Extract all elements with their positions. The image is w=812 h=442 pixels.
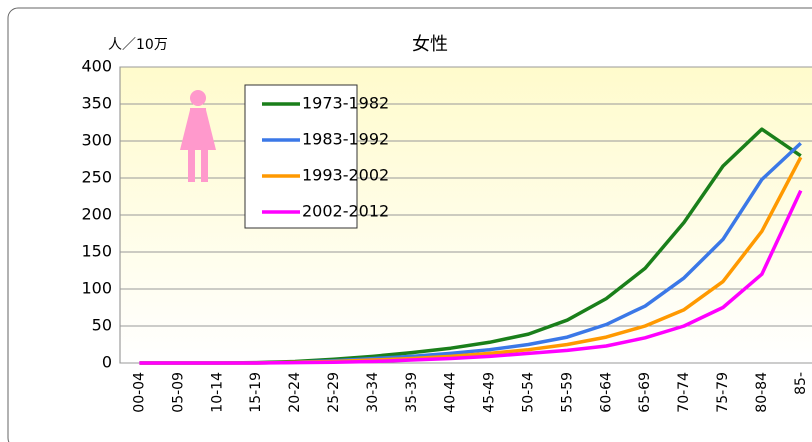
x-tick-label: 55-59 [559,372,575,413]
x-tick-label: 80-84 [754,372,770,413]
woman-icon [180,90,216,182]
x-tick-label: 50-54 [520,372,536,413]
x-tick-label: 60-64 [598,372,614,413]
x-tick-label: 40-44 [443,372,459,413]
x-tick-label: 70-74 [676,372,692,413]
x-tick-label: 20-24 [287,372,303,413]
y-axis-label: 人／10万 [108,37,168,53]
y-tick-label: 0 [102,353,112,372]
y-tick-label: 350 [81,94,112,113]
x-tick-label: 65-69 [637,372,653,413]
x-tick-label: 35-39 [404,372,420,413]
y-tick-label: 250 [81,168,112,187]
x-tick-label: 00-04 [131,372,147,413]
legend-label: 1973-1982 [302,94,389,113]
x-tick-label: 30-34 [365,372,381,413]
y-tick-label: 300 [81,131,112,150]
y-tick-label: 50 [92,316,112,335]
legend-label: 1983-1992 [302,130,389,149]
legend-label: 1993-2002 [302,166,389,185]
x-tick-label: 10-14 [209,372,225,413]
series-line [139,189,803,365]
chart-title: 女性 [412,34,448,55]
x-tick-label: 25-29 [326,372,342,413]
y-tick-label: 400 [81,57,112,76]
x-tick-label: 05-09 [170,372,186,413]
legend [244,84,358,229]
y-tick-label: 200 [81,205,112,224]
x-tick-label: 45-49 [482,372,498,413]
y-tick-label: 100 [81,279,112,298]
x-tick-label: 15-19 [248,372,264,413]
x-tick-label: 85- [793,372,809,395]
y-tick-label: 150 [81,242,112,261]
legend-label: 2002-2012 [302,202,389,221]
x-tick-label: 75-79 [715,372,731,413]
